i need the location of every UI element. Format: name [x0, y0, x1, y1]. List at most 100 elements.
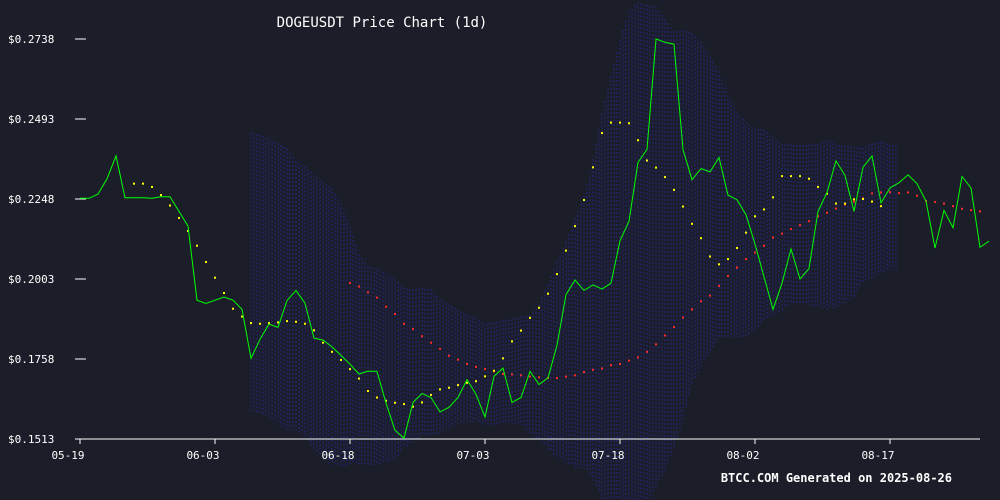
ma-short-point — [376, 396, 378, 399]
ma-short-point — [394, 401, 396, 404]
ma-long-point — [484, 368, 486, 371]
ma-long-point — [502, 373, 504, 376]
ma-short-point — [241, 315, 243, 318]
ma-long-point — [583, 371, 585, 374]
ma-long-point — [367, 291, 369, 294]
ma-long-point — [412, 327, 414, 330]
ma-short-point — [574, 225, 576, 228]
ma-short-point — [223, 292, 225, 295]
ma-short-point — [160, 194, 162, 197]
ma-long-point — [439, 347, 441, 350]
ma-short-point — [367, 390, 369, 392]
ma-long-point — [826, 211, 828, 214]
ma-long-point — [817, 215, 819, 218]
ma-short-point — [142, 182, 144, 185]
ma-short-point — [826, 192, 828, 195]
ma-short-point — [664, 176, 666, 179]
ma-short-point — [331, 350, 333, 353]
ma-long-point — [736, 266, 738, 269]
ma-short-point — [412, 405, 414, 408]
ma-short-point — [304, 322, 306, 325]
price-line — [80, 38, 990, 440]
ma-long-point — [538, 376, 540, 379]
ma-long-point — [601, 367, 603, 370]
ma-long-point — [808, 220, 810, 223]
ma-short-point — [178, 216, 180, 219]
x-tick-label: 08-02 — [726, 449, 759, 462]
ma-short-point — [556, 273, 558, 276]
ma-short-point — [358, 377, 360, 380]
ma-short-point — [205, 261, 207, 264]
ma-long-point — [637, 356, 639, 359]
ma-short-point — [439, 388, 441, 391]
y-axis-ticks: $0.2738 $0.2493 $0.2248 $0.2003 $0.1758 $0.15… — [8, 33, 86, 446]
ma-short-point — [457, 384, 459, 387]
ma-long-point — [979, 210, 981, 213]
ma-short-point — [547, 292, 549, 295]
ma-short-point — [682, 205, 684, 208]
ma-short-point — [295, 320, 297, 323]
ma-short-point — [232, 307, 234, 310]
ma-short-point — [385, 399, 387, 402]
ma-long-point — [871, 192, 873, 195]
ma-long-point — [700, 300, 702, 303]
ma-short-point — [808, 177, 810, 180]
ma-short-point — [565, 249, 567, 252]
ma-short-point — [421, 401, 423, 404]
x-tick-label: 07-03 — [456, 449, 489, 462]
ma-short-point — [403, 403, 405, 406]
ma-short-point — [601, 132, 603, 135]
ma-long-point — [790, 228, 792, 231]
ma-long-point — [376, 296, 378, 299]
ma-short-point — [781, 175, 783, 178]
ma-short-point — [259, 322, 261, 325]
ma-short-point — [196, 244, 198, 247]
ma-long-point — [943, 202, 945, 205]
ma-long-point — [691, 308, 693, 311]
ma-long-point — [511, 373, 513, 376]
ma-long-point — [574, 374, 576, 377]
y-tick-label: $0.1758 — [8, 353, 54, 366]
x-tick-label: 08-17 — [861, 449, 894, 462]
ma-short-point — [790, 175, 792, 178]
ma-long-point — [781, 232, 783, 235]
ma-long-point — [718, 284, 720, 287]
ma-long-point — [916, 194, 918, 197]
ma-short-point — [880, 205, 882, 208]
y-tick-label: $0.2738 — [8, 33, 54, 46]
ma-long-point — [745, 258, 747, 261]
ma-short-point — [835, 202, 837, 205]
ma-long-point — [448, 354, 450, 357]
bollinger-band-layer — [250, 2, 897, 500]
ma-short-point — [871, 200, 873, 203]
y-tick-label: $0.1513 — [8, 433, 54, 446]
ma-short-point — [133, 182, 135, 185]
y-tick-label: $0.2003 — [8, 273, 54, 286]
ma-long-point — [592, 368, 594, 371]
ma-short-point — [862, 198, 864, 200]
ma-long-point — [898, 192, 900, 195]
x-tick-label: 06-18 — [321, 449, 354, 462]
x-axis-ticks: 05-19 06-03 06-18 07-03 07-18 08-02 08-17 — [51, 439, 895, 462]
ma-short-point — [529, 316, 531, 319]
ma-long-point — [646, 350, 648, 353]
ma-short-point — [268, 322, 270, 325]
ma-long-point — [565, 375, 567, 378]
ma-short-point — [799, 175, 801, 178]
ma-short-point — [646, 159, 648, 162]
ma-short-point — [763, 208, 765, 211]
ma-short-point — [484, 375, 486, 378]
ma-long-point — [610, 364, 612, 367]
ma-short-point — [493, 369, 495, 372]
ma-short-point — [583, 198, 585, 201]
ma-long-point — [889, 191, 891, 194]
ma-short-point — [592, 166, 594, 169]
ma-short-point — [655, 166, 657, 169]
ma-short-point — [538, 306, 540, 309]
x-tick-label: 05-19 — [51, 449, 84, 462]
footer-credit: BTCC.COM Generated on 2025-08-26 — [721, 471, 952, 485]
ma-short-point — [754, 215, 756, 218]
ma-long-point — [430, 341, 432, 344]
ma-long-point — [421, 335, 423, 338]
